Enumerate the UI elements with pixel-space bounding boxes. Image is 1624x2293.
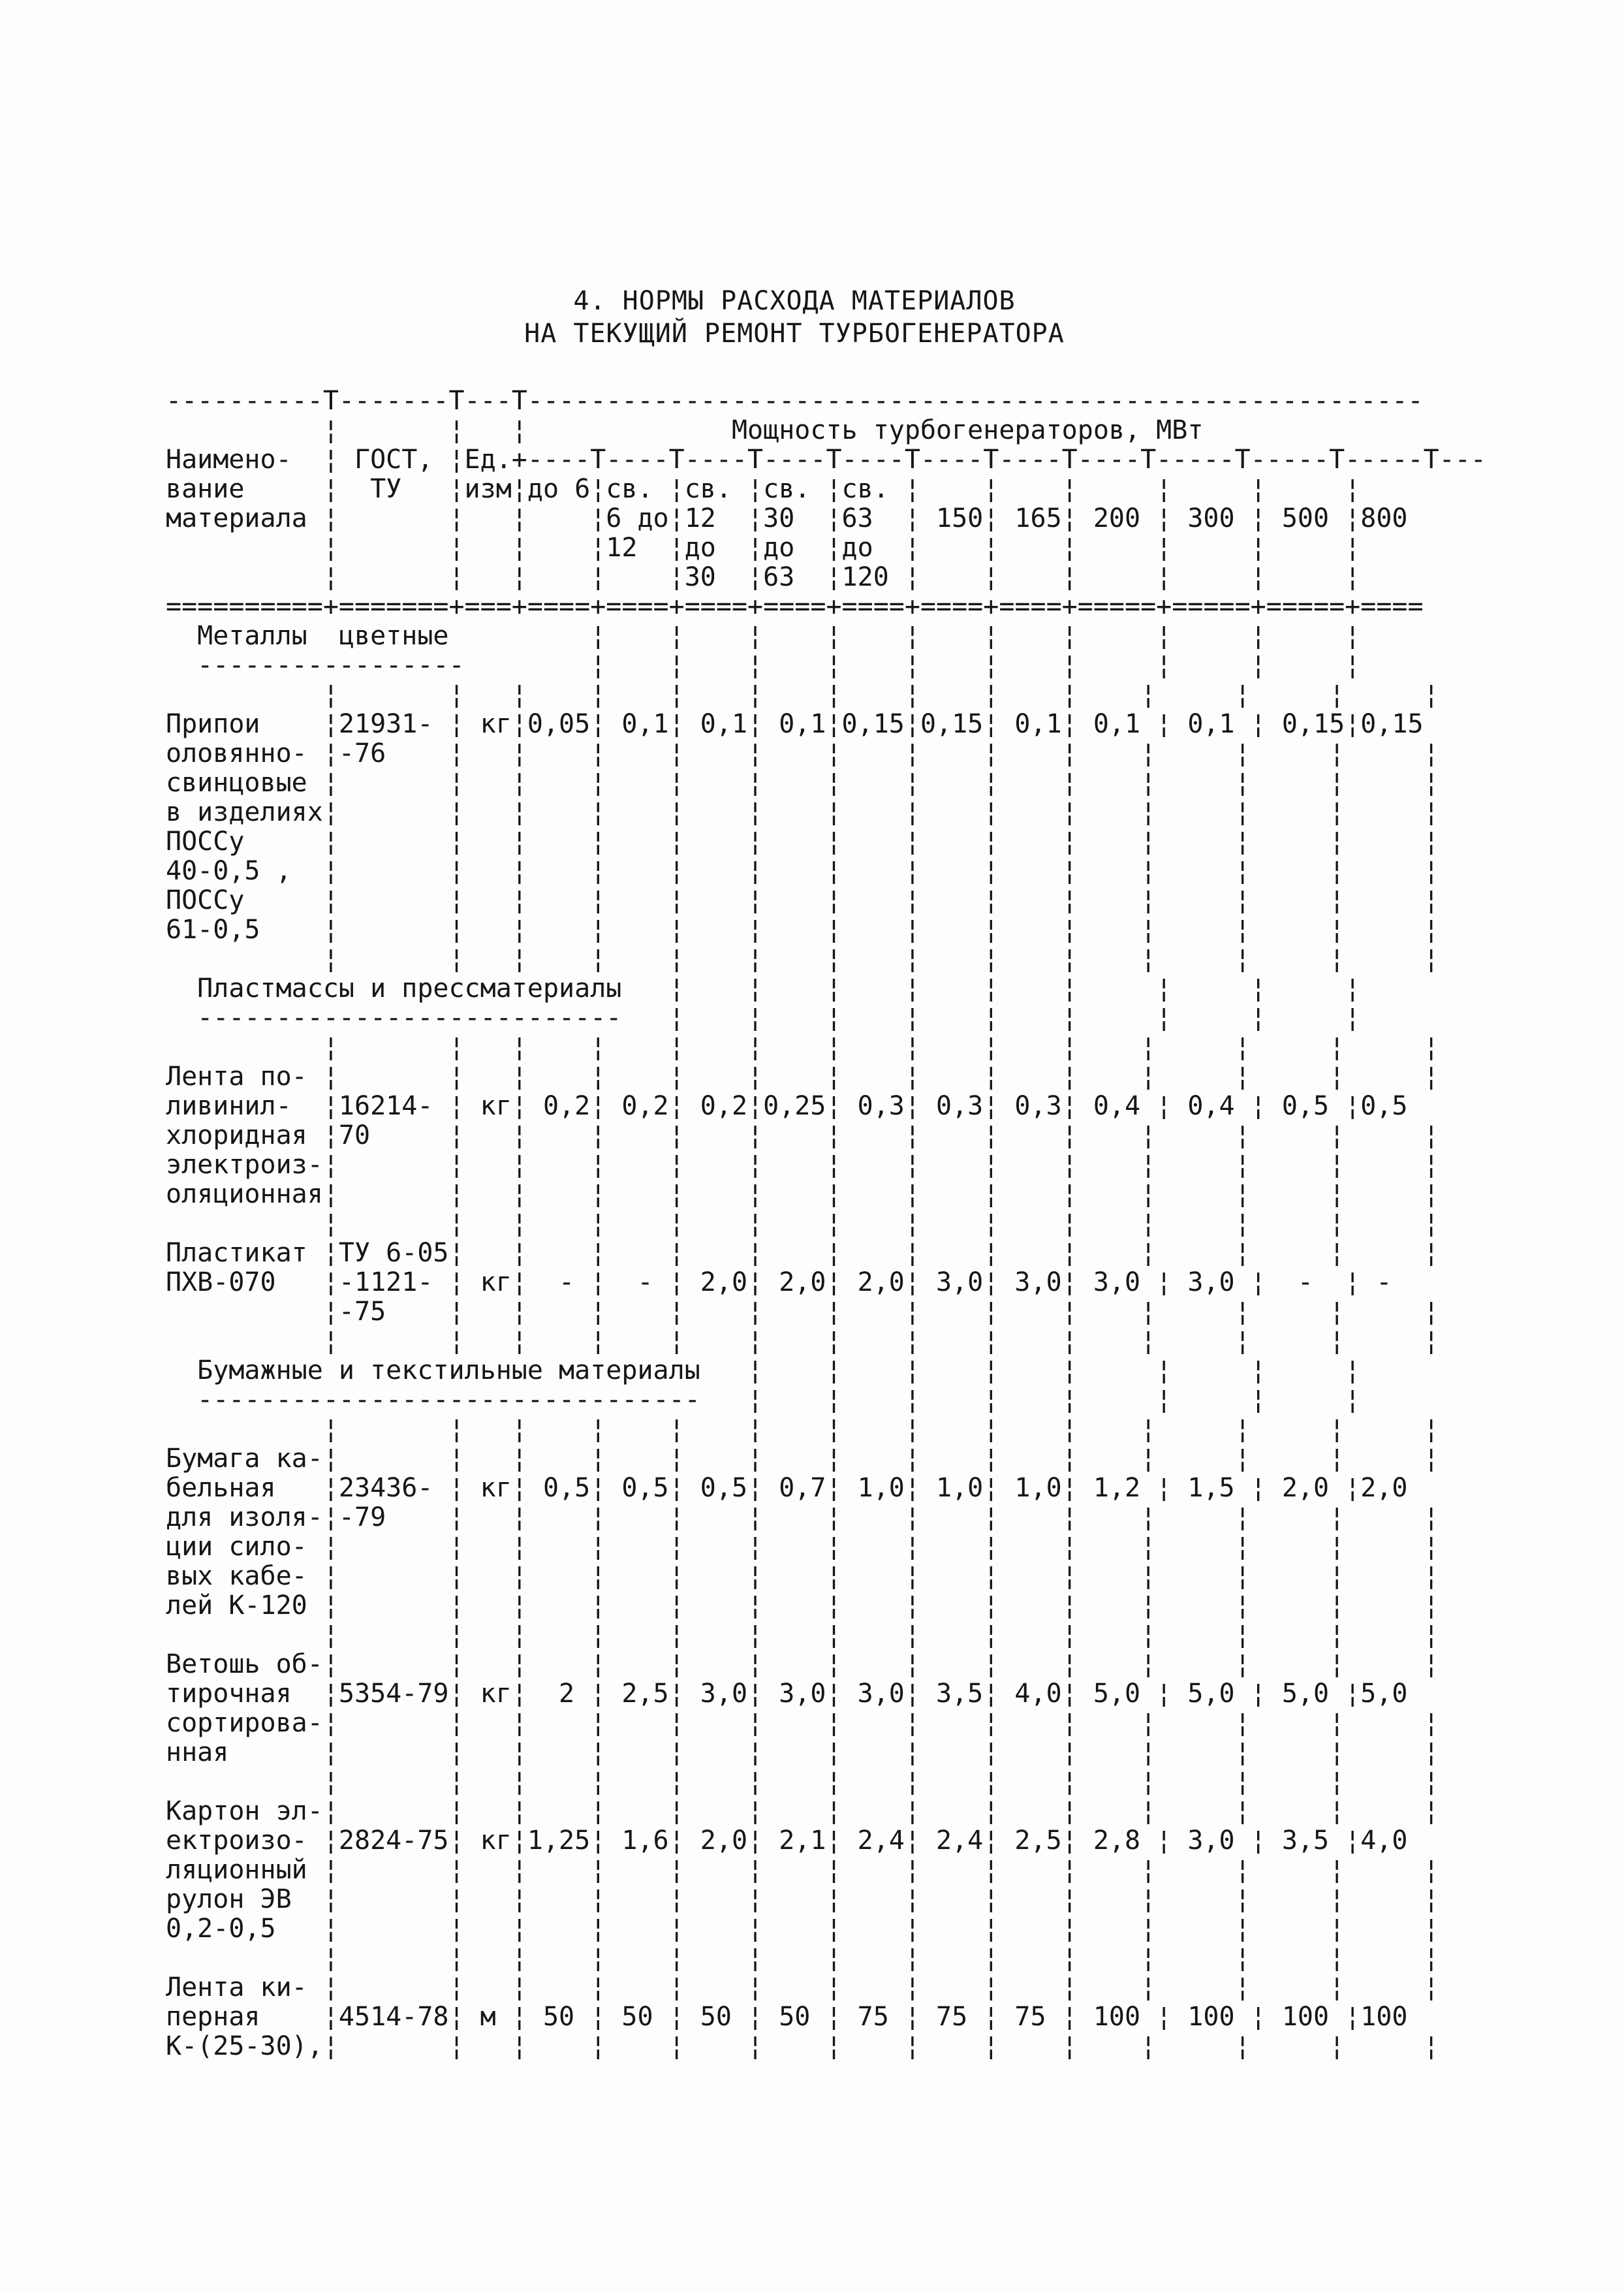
document-body: 4. НОРМЫ РАСХОДА МАТЕРИАЛОВ НА ТЕКУЩИЙ Р… <box>166 285 1486 2061</box>
materials-norms-ascii-table: ----------T-------T---T-----------------… <box>166 386 1486 2061</box>
page-title-line2: НА ТЕКУЩИЙ РЕМОНТ ТУРБОГЕНЕРАТОРА <box>524 319 1065 349</box>
page-title-line1: 4. НОРМЫ РАСХОДА МАТЕРИАЛОВ <box>573 286 1016 316</box>
document-title: 4. НОРМЫ РАСХОДА МАТЕРИАЛОВ НА ТЕКУЩИЙ Р… <box>166 285 1423 350</box>
